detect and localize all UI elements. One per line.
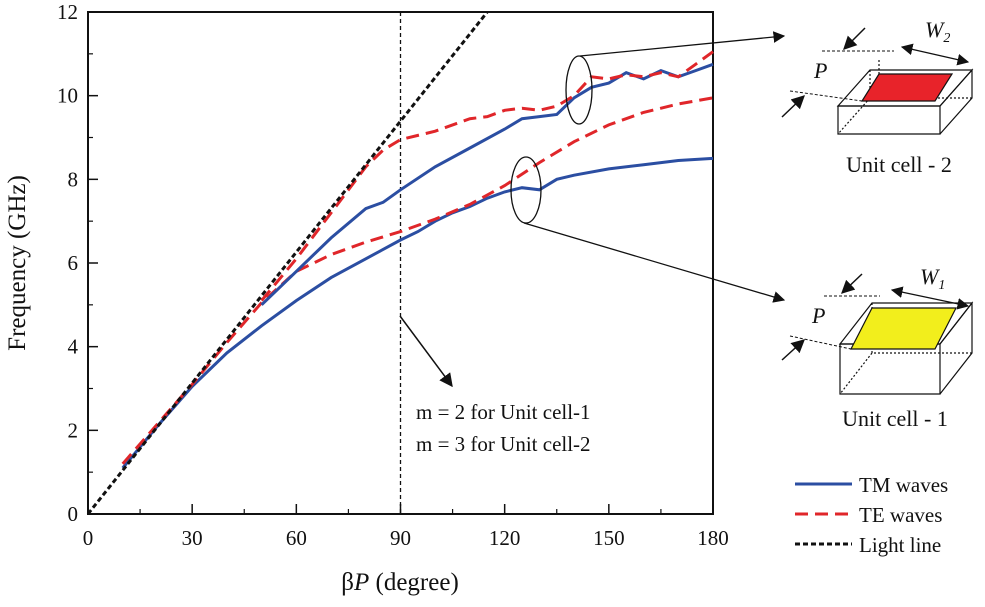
unit-cell-2-box-front [837, 105, 941, 135]
x-tick-label: 60 [286, 526, 307, 550]
unit-cell-2-p-arrow-top [843, 27, 866, 50]
x-tick-label: 90 [390, 526, 411, 550]
unit-cell-1-p-arrow-bottom [781, 339, 805, 361]
unit-cell-1-w-dim-line [890, 286, 970, 310]
x-axis-label-unit: (degree) [369, 569, 459, 596]
unit-cell-2-p-arrow-bottom [781, 95, 805, 118]
te-waves-unit-cell-2-line [260, 50, 714, 302]
x-axis-ticks: 0 30 60 90 120 150 180 [83, 504, 729, 550]
unit-cell-2-w-label: W2 [925, 17, 950, 46]
unit-cell-2-p-dim-bottom [789, 90, 863, 102]
unit-cell-2-patch [860, 73, 954, 102]
unit-cell-1-w-label: W1 [920, 264, 945, 293]
unit-cell-1-p-label: P [811, 303, 825, 328]
y-tick-label: 8 [68, 167, 79, 191]
unit-cell-1-p-dim-bottom [789, 335, 852, 350]
unit-cell-1-p-arrow-top [841, 273, 863, 294]
legend: TM waves TE waves Light line [795, 473, 948, 557]
x-tick-label: 150 [593, 526, 625, 550]
unit-cell-1-w-subscript: 1 [938, 278, 945, 293]
y-tick-label: 6 [68, 251, 79, 275]
series-group [86, 11, 714, 515]
y-tick-label: 2 [68, 418, 79, 442]
y-axis-ticks: 0 2 4 6 8 10 12 [57, 0, 98, 526]
unit-cell-1-box-side [939, 301, 973, 395]
unit-cell-2-callout-arrow [579, 31, 786, 57]
x-axis-label-variable: P [353, 569, 369, 596]
unit-cell-2-p-label: P [813, 58, 827, 83]
legend-te-waves-label: TE waves [859, 503, 942, 527]
unit-cell-1-callout-arrow [523, 222, 786, 303]
unit-cell-1-box-front [839, 343, 941, 395]
unit-cell-2-w-subscript: 2 [943, 31, 950, 46]
light-line [86, 11, 489, 515]
unit-cell-2-bands-ellipse [565, 55, 593, 125]
unit-cell-1-w-variable: W [920, 264, 940, 289]
annotation-line-2: m = 3 for Unit cell-2 [416, 432, 591, 456]
unit-cell-1-label: Unit cell - 1 [842, 406, 948, 431]
unit-cell-2-label: Unit cell - 2 [846, 152, 952, 177]
x-tick-label: 0 [83, 526, 94, 550]
x-tick-label: 120 [489, 526, 521, 550]
legend-tm-waves-label: TM waves [859, 473, 948, 497]
te-waves-unit-cell-1-line [121, 96, 714, 465]
unit-cell-1-inset [838, 301, 974, 395]
annotation-line-1: m = 2 for Unit cell-1 [416, 400, 591, 424]
plot-area-frame [87, 11, 714, 515]
tm-waves-unit-cell-2-line [260, 62, 714, 306]
unit-cell-2-w-variable: W [925, 17, 945, 42]
legend-light-line-label: Light line [859, 533, 941, 557]
y-tick-label: 0 [68, 502, 79, 526]
x-tick-label: 30 [182, 526, 203, 550]
y-axis-label: Frequency (GHz) [4, 175, 31, 351]
unit-cell-2-w-dim-line [900, 43, 970, 66]
x-axis-label-prefix: β [341, 569, 354, 596]
x-tick-label: 180 [697, 526, 729, 550]
y-tick-label: 4 [68, 335, 79, 359]
x-axis-label: βP (degree) [341, 569, 459, 596]
y-tick-label: 10 [57, 84, 78, 108]
unit-cell-2-inset [836, 60, 974, 135]
y-tick-label: 12 [57, 0, 78, 24]
unit-cell-2-box-side [939, 68, 973, 135]
annotation-arrow [399, 315, 453, 388]
